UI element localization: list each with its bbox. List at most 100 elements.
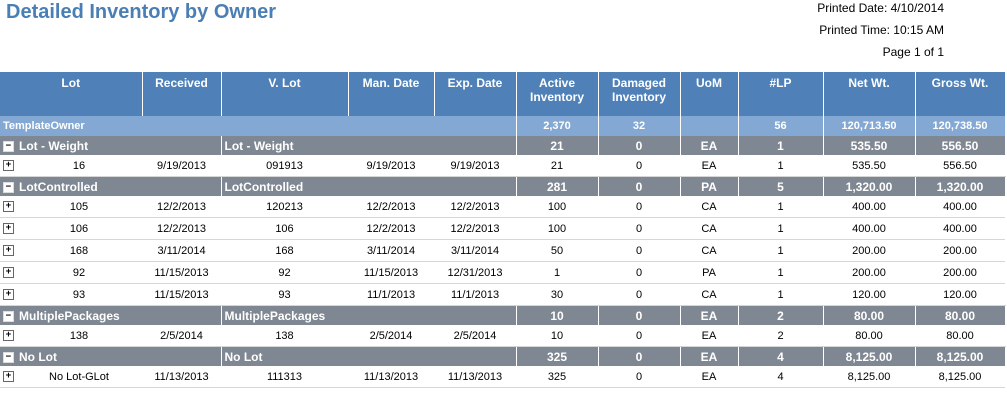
expand-toggle-icon[interactable]: + — [3, 267, 14, 278]
uom-value: PA — [680, 261, 738, 284]
table-row: +105 12/2/2013 120213 12/2/2013 12/2/2013 100… — [0, 196, 1005, 218]
uom-value: CA — [680, 217, 738, 240]
net-value: 120.00 — [823, 283, 915, 306]
group-lot-cell: − LotControlled — [0, 176, 222, 196]
group-uom: EA — [680, 346, 739, 366]
uom-value: EA — [680, 155, 738, 177]
col-header-gross[interactable]: Gross Wt. — [915, 72, 1006, 116]
collapse-toggle-icon[interactable]: − — [3, 310, 14, 322]
col-header-vlot[interactable]: V. Lot — [221, 72, 349, 116]
table-row: +168 3/11/2014 168 3/11/2014 3/11/2014 50 0 CA 1… — [0, 239, 1005, 262]
collapse-toggle-icon[interactable]: − — [3, 140, 14, 152]
expand-toggle-icon[interactable]: + — [3, 371, 14, 382]
col-header-uom[interactable]: UoM — [680, 72, 739, 116]
group-uom: EA — [680, 136, 739, 155]
col-header-exp-date[interactable]: Exp. Date — [434, 72, 517, 116]
col-header-net[interactable]: Net Wt. — [823, 72, 916, 116]
man-date-value: 12/2/2013 — [348, 196, 434, 218]
active-value: 21 — [516, 155, 598, 177]
lp-value: 1 — [738, 217, 823, 240]
lot-cell-wrap: +93 — [3, 289, 139, 301]
group-active: 325 — [516, 346, 599, 366]
owner-row: TemplateOwner 2,370 32 56 120,713.50 120… — [0, 116, 1006, 136]
printed-date: Printed Date: 4/10/2014 — [817, 1, 944, 15]
vlot-value: 168 — [221, 239, 348, 262]
active-value: 100 — [516, 217, 598, 240]
exp-date-value: 3/11/2014 — [434, 239, 516, 262]
received-value: 9/19/2013 — [142, 155, 221, 177]
lot-value: 93 — [72, 288, 86, 301]
col-header-received[interactable]: Received — [142, 72, 222, 116]
lot-cell-wrap: +105 — [3, 201, 139, 213]
group-net: 80.00 — [823, 305, 916, 325]
col-header-active[interactable]: Active Inventory — [516, 72, 599, 116]
received-value: 12/2/2013 — [142, 217, 221, 240]
group-active: 10 — [516, 305, 599, 325]
table-row: +93 11/15/2013 93 11/1/2013 11/1/2013 30 0 CA 1 1… — [0, 283, 1005, 306]
col-header-lp[interactable]: #LP — [738, 72, 824, 116]
group-vlot: LotControlled — [221, 176, 517, 196]
exp-date-value: 12/2/2013 — [434, 217, 516, 240]
group-lp: 2 — [738, 305, 824, 325]
group-lot-cell: − No Lot — [0, 346, 222, 366]
man-date-value: 11/1/2013 — [348, 283, 434, 306]
expand-toggle-icon[interactable]: + — [3, 201, 14, 212]
lot-cell: +93 — [0, 283, 142, 306]
group-gross: 80.00 — [915, 305, 1006, 325]
uom-value: EA — [680, 366, 738, 388]
group-row: − No Lot No Lot 325 0 EA 4 8,125.00 8,125.00 — [0, 346, 1006, 366]
received-value: 11/13/2013 — [142, 366, 221, 388]
group-gross: 8,125.00 — [915, 346, 1006, 366]
damaged-value: 0 — [598, 155, 680, 177]
expand-toggle-icon[interactable]: + — [3, 330, 14, 341]
active-value: 325 — [516, 366, 598, 388]
man-date-value: 9/19/2013 — [348, 155, 434, 177]
gross-value: 120.00 — [915, 283, 1005, 306]
lp-value: 1 — [738, 239, 823, 262]
col-header-lot[interactable]: Lot — [0, 72, 143, 116]
lot-cell: +16 — [0, 155, 142, 177]
group-lp: 5 — [738, 176, 824, 196]
lot-cell: +138 — [0, 325, 142, 347]
damaged-value: 0 — [598, 261, 680, 284]
net-value: 535.50 — [823, 155, 915, 177]
group-name: MultiplePackages — [19, 308, 120, 323]
expand-toggle-icon[interactable]: + — [3, 289, 14, 300]
vlot-value: 138 — [221, 325, 348, 347]
table-row: +92 11/15/2013 92 11/15/2013 12/31/2013 1 0 PA 1… — [0, 261, 1005, 284]
group-vlot: Lot - Weight — [221, 136, 517, 155]
received-value: 11/15/2013 — [142, 261, 221, 284]
lot-value: 105 — [69, 200, 89, 213]
collapse-toggle-icon[interactable]: − — [3, 181, 14, 193]
expand-toggle-icon[interactable]: + — [3, 245, 14, 256]
printed-time: Printed Time: 10:15 AM — [819, 23, 944, 37]
owner-damaged: 32 — [598, 116, 681, 136]
group-net: 1,320.00 — [823, 176, 916, 196]
group-name: No Lot — [19, 349, 57, 364]
group-uom: PA — [680, 176, 739, 196]
group-gross: 1,320.00 — [915, 176, 1006, 196]
lot-value: No Lot-GLot — [49, 370, 109, 383]
group-lot-cell: − Lot - Weight — [0, 136, 222, 155]
uom-value: CA — [680, 239, 738, 262]
collapse-toggle-icon[interactable]: − — [3, 351, 14, 363]
lp-value: 4 — [738, 366, 823, 388]
net-value: 8,125.00 — [823, 366, 915, 388]
col-header-man-date[interactable]: Man. Date — [348, 72, 435, 116]
group-lot-cell: − MultiplePackages — [0, 305, 222, 325]
table-row: +106 12/2/2013 106 12/2/2013 12/2/2013 100 0 CA… — [0, 217, 1005, 240]
expand-toggle-icon[interactable]: + — [3, 223, 14, 234]
exp-date-value: 12/31/2013 — [434, 261, 516, 284]
uom-value: EA — [680, 325, 738, 347]
net-value: 80.00 — [823, 325, 915, 347]
expand-toggle-icon[interactable]: + — [3, 160, 14, 171]
damaged-value: 0 — [598, 325, 680, 347]
gross-value: 400.00 — [915, 196, 1005, 218]
col-header-damaged[interactable]: Damaged Inventory — [598, 72, 681, 116]
active-value: 10 — [516, 325, 598, 347]
gross-value: 80.00 — [915, 325, 1005, 347]
uom-value: CA — [680, 283, 738, 306]
group-row: − LotControlled LotControlled 281 0 PA 5 1,320.… — [0, 176, 1006, 196]
lot-cell: +92 — [0, 261, 142, 284]
vlot-value: 120213 — [221, 196, 348, 218]
